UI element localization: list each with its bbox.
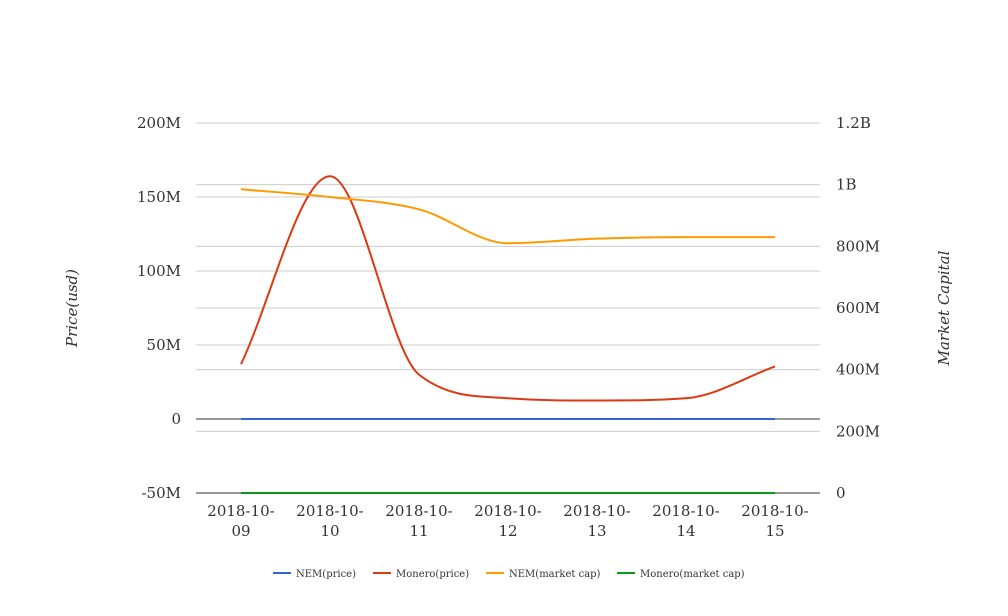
series-lines xyxy=(240,175,776,495)
legend-label: NEM(price) xyxy=(296,569,356,580)
right-tick-label: 1.2B xyxy=(836,114,871,132)
right-tick-label: 400M xyxy=(836,361,880,379)
x-tick-label: 2018-10-09 xyxy=(207,502,274,540)
left-axis-ticks: -50M 0 50M 100M 150M 200M xyxy=(137,114,181,502)
legend: NEM(price) Monero(price) NEM(market cap) Mo… xyxy=(273,569,745,580)
legend-label: Monero(market cap) xyxy=(640,569,745,580)
x-tick-label: 2018-10-13 xyxy=(563,502,630,540)
right-axis-gridlines xyxy=(196,122,820,494)
left-tick-label: 0 xyxy=(171,410,181,428)
left-tick-label: 200M xyxy=(137,114,181,132)
right-tick-label: 200M xyxy=(836,422,880,440)
legend-label: Monero(price) xyxy=(396,569,469,580)
legend-label: NEM(market cap) xyxy=(509,569,601,580)
series-line-monero-price xyxy=(240,175,776,402)
right-tick-label: 800M xyxy=(836,237,880,255)
left-tick-label: -50M xyxy=(141,484,181,502)
right-tick-label: 0 xyxy=(836,484,846,502)
x-tick-label: 2018-10-14 xyxy=(652,502,719,540)
right-tick-label: 1B xyxy=(836,176,857,194)
series-line-nem-market-cap xyxy=(240,188,775,245)
left-tick-label: 100M xyxy=(137,262,181,280)
right-tick-label: 600M xyxy=(836,299,880,317)
left-tick-label: 50M xyxy=(147,336,181,354)
x-tick-label: 2018-10-10 xyxy=(296,502,363,540)
x-axis-ticks: 2018-10-09 2018-10-10 2018-10-11 2018-10-12… xyxy=(207,502,808,540)
left-axis-title: Price(usd) xyxy=(63,269,81,348)
x-tick-label: 2018-10-15 xyxy=(741,502,808,540)
right-axis-ticks: 0 200M 400M 600M 800M 1B 1.2B xyxy=(836,114,880,502)
left-tick-label: 150M xyxy=(137,188,181,206)
right-axis-title: Market Capital xyxy=(935,250,953,366)
x-tick-label: 2018-10-11 xyxy=(385,502,452,540)
x-tick-label: 2018-10-12 xyxy=(474,502,541,540)
